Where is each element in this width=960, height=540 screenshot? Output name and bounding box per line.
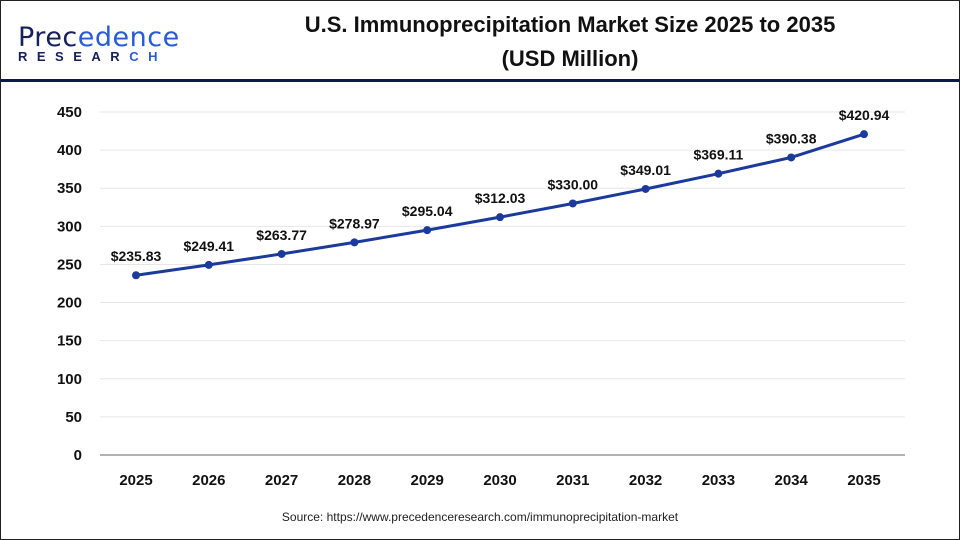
data-label: $295.04: [402, 203, 453, 219]
data-label: $349.01: [620, 162, 671, 178]
y-tick-label: 150: [57, 333, 82, 350]
logo: Precedence RESEARCH: [18, 22, 180, 64]
x-tick-label: 2027: [265, 472, 298, 489]
x-tick-label: 2034: [775, 472, 809, 489]
chart-title: U.S. Immunoprecipitation Market Size 202…: [220, 8, 920, 76]
data-point: [204, 260, 213, 269]
y-tick-label: 350: [57, 180, 82, 197]
x-tick-label: 2025: [119, 472, 152, 489]
x-tick-label: 2031: [556, 472, 589, 489]
x-tick-label: 2032: [629, 472, 662, 489]
y-tick-label: 400: [57, 142, 82, 159]
data-point: [277, 249, 286, 258]
data-point: [860, 130, 868, 139]
x-tick-label: 2028: [338, 472, 371, 489]
data-point: [350, 238, 359, 247]
x-tick-label: 2029: [411, 472, 444, 489]
data-label: $263.77: [256, 227, 307, 243]
x-tick-label: 2030: [483, 472, 516, 489]
data-label: $312.03: [475, 190, 526, 206]
title-line-2: (USD Million): [501, 46, 639, 71]
data-label: $330.00: [547, 176, 598, 192]
x-tick-label: 2026: [192, 472, 225, 489]
data-label: $249.41: [183, 238, 234, 254]
y-tick-label: 450: [57, 104, 82, 121]
data-label: $235.83: [111, 248, 162, 264]
data-point: [641, 184, 650, 193]
y-tick-label: 100: [57, 371, 82, 388]
y-tick-label: 300: [57, 218, 82, 235]
data-label: $278.97: [329, 215, 380, 231]
x-tick-label: 2033: [702, 472, 735, 489]
title-line-1: U.S. Immunoprecipitation Market Size 202…: [304, 12, 836, 37]
logo-wordmark: Precedence: [18, 22, 180, 53]
data-point: [568, 199, 577, 208]
logo-subtext: RESEARCH: [18, 49, 167, 64]
y-tick-label: 50: [65, 409, 82, 426]
source-note: Source: https://www.precedenceresearch.c…: [281, 510, 679, 524]
data-label: $420.94: [839, 107, 890, 123]
data-point: [714, 169, 723, 178]
data-label: $390.38: [766, 130, 817, 146]
data-point: [423, 226, 432, 235]
y-tick-label: 0: [74, 447, 82, 464]
data-point: [787, 153, 796, 162]
header-divider: [0, 79, 960, 82]
data-point: [132, 271, 140, 280]
y-tick-label: 250: [57, 256, 82, 273]
data-point: [496, 213, 504, 222]
y-tick-label: 200: [57, 295, 82, 312]
data-label: $369.11: [693, 147, 743, 163]
x-tick-label: 2035: [847, 472, 880, 489]
